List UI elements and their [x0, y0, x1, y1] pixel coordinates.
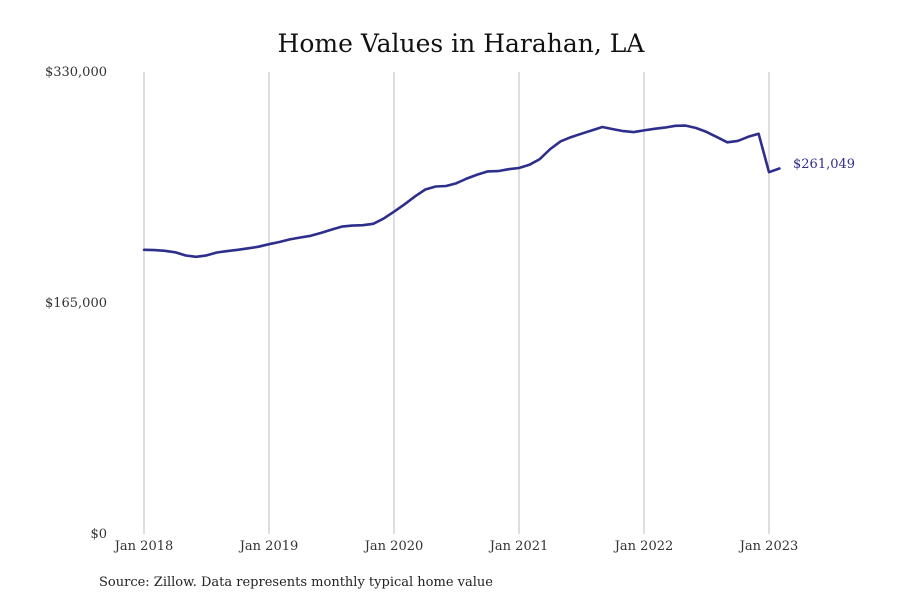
- x-tick-label: Jan 2018: [113, 539, 174, 554]
- x-axis: Jan 2018 Jan 2019 Jan 2020 Jan 2021 Jan 2022…: [113, 539, 799, 554]
- y-tick-label: $0: [90, 527, 107, 542]
- x-tick-label: Jan 2020: [363, 539, 424, 554]
- y-tick-label: $330,000: [45, 65, 107, 80]
- source-note: Source: Zillow. Data represents monthly …: [99, 575, 493, 590]
- latest-value-label: $261,049: [793, 157, 855, 172]
- x-tick-label: Jan 2019: [238, 539, 299, 554]
- home-value-line: [142, 124, 781, 259]
- y-axis: $0 $165,000 $330,000: [45, 65, 107, 542]
- x-tick-label: Jan 2022: [613, 539, 674, 554]
- chart-title: Home Values in Harahan, LA: [278, 29, 646, 58]
- y-tick-label: $165,000: [45, 296, 107, 311]
- x-tick-label: Jan 2021: [488, 539, 549, 554]
- x-tick-label: Jan 2023: [738, 539, 799, 554]
- x-gridlines: [143, 72, 770, 534]
